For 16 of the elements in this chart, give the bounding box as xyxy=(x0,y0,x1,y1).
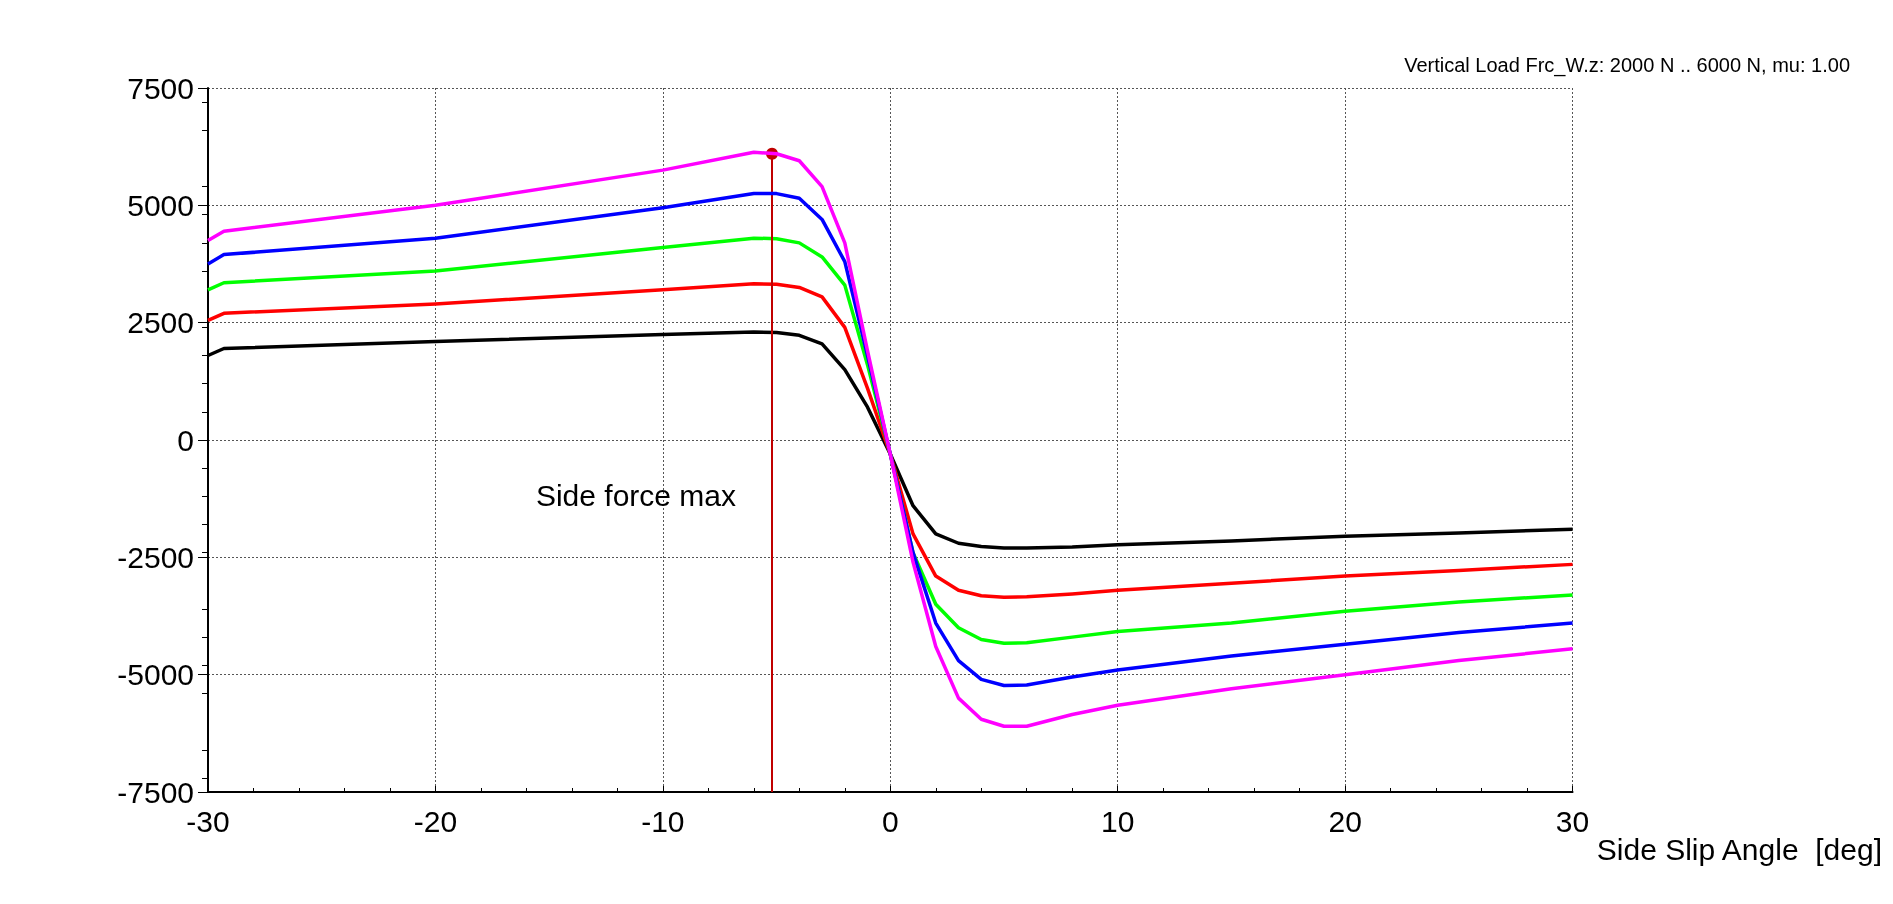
x-tick-label: 10 xyxy=(1101,804,1135,838)
y-tick-label: 7500 xyxy=(127,71,194,105)
text: Vertical Load Frc_W.z: 2000 N .. 6000 N, mu: 1.00 xyxy=(1404,54,1850,77)
x-tick-label: -20 xyxy=(413,804,458,838)
x-axis-title: Side Slip Angle [deg] xyxy=(1596,832,1882,866)
y-tick-label: 2500 xyxy=(127,306,194,340)
y-tick-label: -2500 xyxy=(117,540,194,574)
y-tick-label: -5000 xyxy=(117,658,194,692)
ref-line-label: Side force max xyxy=(535,478,737,512)
x-tick-label: 30 xyxy=(1555,804,1590,838)
x-tick-label: -10 xyxy=(641,804,685,838)
y-tick-label: 0 xyxy=(177,423,194,457)
x-tick-label: 20 xyxy=(1328,804,1362,838)
x-tick-label: 0 xyxy=(881,804,899,838)
line-series xyxy=(206,281,1575,599)
y-tick-label: 5000 xyxy=(127,188,194,222)
